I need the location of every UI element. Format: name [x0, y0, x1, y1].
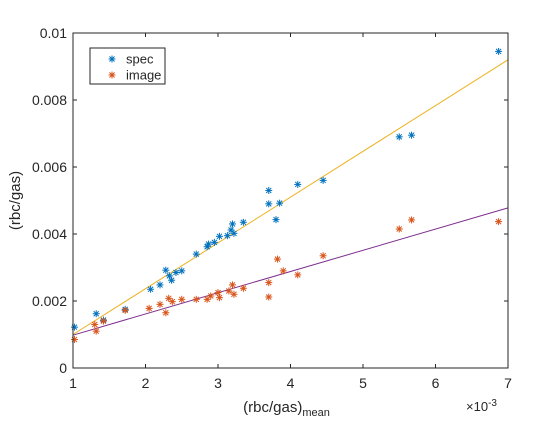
- image-point-29: [495, 218, 503, 226]
- spec-point-5: [147, 285, 155, 293]
- spec-point-15: [210, 238, 218, 246]
- spec-point-7: [162, 266, 170, 274]
- image-point-4: [99, 317, 107, 325]
- spec-point-22: [265, 186, 273, 194]
- spec-point-28: [395, 133, 403, 141]
- y-tick-label: 0.002: [32, 293, 67, 309]
- y-axis-label: (rbc/gas): [7, 171, 24, 230]
- image-point-12: [192, 295, 200, 303]
- spec-point-26: [294, 180, 302, 188]
- image-point-7: [156, 300, 164, 308]
- image-point-9: [165, 294, 173, 302]
- image-point-18: [229, 281, 236, 289]
- spec-point-23: [265, 200, 273, 208]
- x-tick-label: 5: [359, 375, 367, 391]
- image-point-5: [121, 306, 129, 314]
- spec-point-1: [70, 323, 78, 331]
- x-tick-label: 6: [432, 375, 440, 391]
- spec-point-25: [276, 199, 284, 207]
- spec-point-10: [172, 269, 180, 277]
- spec-point-11: [178, 267, 186, 275]
- spec-point-17: [223, 232, 231, 240]
- spec-point-29: [408, 131, 416, 139]
- y-tick-label: 0.006: [32, 159, 67, 175]
- x-axis-label-subscript: mean: [302, 407, 330, 419]
- x-axis-exponent: ×10-3: [466, 398, 497, 414]
- image-point-14: [207, 292, 215, 300]
- image-point-11: [178, 295, 186, 303]
- legend-label-image: image: [126, 68, 161, 83]
- spec-point-2: [92, 310, 100, 318]
- legend-label-spec: spec: [126, 52, 154, 67]
- data-points: [70, 47, 503, 344]
- x-tick-label: 4: [287, 375, 295, 391]
- x-tick-label: 3: [214, 375, 222, 391]
- legend-box: [89, 47, 166, 85]
- spec-point-9: [168, 276, 176, 284]
- legend-marker-spec: [108, 55, 116, 63]
- image-point-27: [395, 225, 403, 233]
- fit-line-1: [72, 59, 509, 335]
- image-point-20: [239, 284, 247, 292]
- fit-lines: [72, 59, 509, 336]
- image-point-23: [273, 255, 281, 263]
- image-point-10: [168, 298, 176, 306]
- spec-point-16: [215, 232, 223, 240]
- y-tick-label: 0: [59, 360, 67, 376]
- x-axis-label: (rbc/gas)mean: [243, 399, 330, 419]
- x-tick-label: 2: [142, 375, 150, 391]
- x-tick-label: 1: [69, 375, 77, 391]
- spec-point-12: [192, 250, 200, 258]
- image-point-28: [408, 216, 416, 224]
- spec-point-21: [239, 218, 247, 226]
- legend-marker-image: [108, 71, 116, 79]
- fit-line-2: [72, 207, 509, 336]
- spec-point-14: [205, 240, 213, 248]
- spec-point-20: [230, 229, 238, 237]
- image-point-25: [294, 271, 302, 279]
- spec-point-30: [495, 47, 503, 55]
- image-point-21: [265, 279, 273, 287]
- image-point-6: [145, 304, 153, 312]
- spec-point-6: [156, 281, 164, 289]
- y-tick-label: 0.008: [32, 92, 67, 108]
- image-point-24: [279, 267, 287, 275]
- spec-point-19: [229, 220, 236, 228]
- x-tick-label: 7: [504, 375, 512, 391]
- spec-point-24: [272, 216, 280, 224]
- image-point-2: [91, 320, 99, 328]
- image-point-22: [265, 293, 273, 301]
- image-point-16: [215, 294, 223, 302]
- spec-point-27: [319, 176, 327, 184]
- image-point-26: [319, 252, 327, 260]
- x-axis-exponent-base: ×10: [466, 399, 488, 414]
- image-point-3: [92, 327, 100, 335]
- y-tick-label: 0.004: [32, 226, 67, 242]
- image-point-19: [230, 290, 238, 298]
- image-point-15: [214, 289, 222, 297]
- image-point-17: [225, 287, 233, 295]
- x-axis-label-main: (rbc/gas): [243, 399, 302, 416]
- y-tick-label: 0.01: [40, 25, 67, 41]
- image-point-13: [203, 295, 211, 303]
- image-point-1: [70, 336, 78, 344]
- axis-ticks: 1 2 3 4 5 6 7 0 0.002 0.004 0.006 0.008 0.01: [32, 25, 512, 391]
- x-axis-exponent-power: -3: [488, 398, 497, 409]
- image-point-8: [162, 309, 170, 317]
